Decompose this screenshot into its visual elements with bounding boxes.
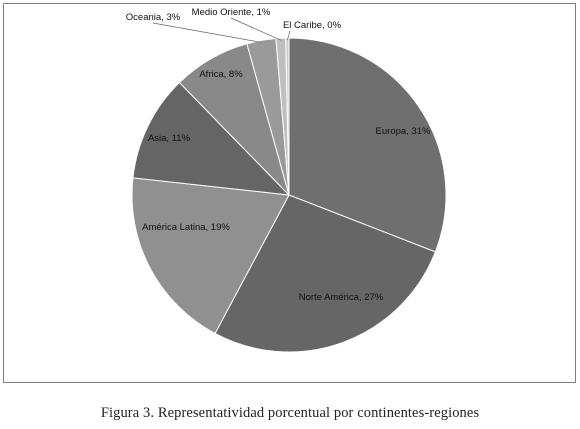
- leader-line: [230, 17, 282, 41]
- data-label: Norte América, 27%: [299, 292, 384, 303]
- data-label: Asia, 11%: [148, 133, 191, 144]
- leader-line: [287, 30, 291, 41]
- pie-slice-asia: [132, 81, 291, 196]
- figure-caption: Figura 3. Representatividad porcentual p…: [0, 405, 580, 422]
- figure-number: Figura 3.: [100, 405, 155, 421]
- slice-labels: Europa, 31% Norte América, 27% América Lat…: [126, 7, 431, 303]
- pie-slice-el-caribe: [285, 37, 290, 196]
- data-label: Africa, 8%: [199, 69, 243, 80]
- pie-slice-europa: [288, 37, 447, 253]
- leader-lines: [152, 17, 291, 43]
- data-label: América Latina, 19%: [142, 222, 230, 233]
- pie-chart: Europa, 31% Norte América, 27% América Lat…: [126, 7, 447, 353]
- data-label: El Caribe, 0%: [283, 20, 342, 31]
- data-label: Medio Oriente, 1%: [192, 7, 271, 18]
- data-label: Oceania, 3%: [126, 12, 181, 23]
- pie-slice-norte-américa: [214, 194, 436, 353]
- figure-title: Representatividad porcentual por contine…: [157, 405, 480, 421]
- pie-slice-américa-latina: [131, 177, 290, 335]
- leader-line: [152, 22, 262, 43]
- pie-slices: [131, 37, 447, 353]
- data-label: Europa, 31%: [376, 126, 431, 137]
